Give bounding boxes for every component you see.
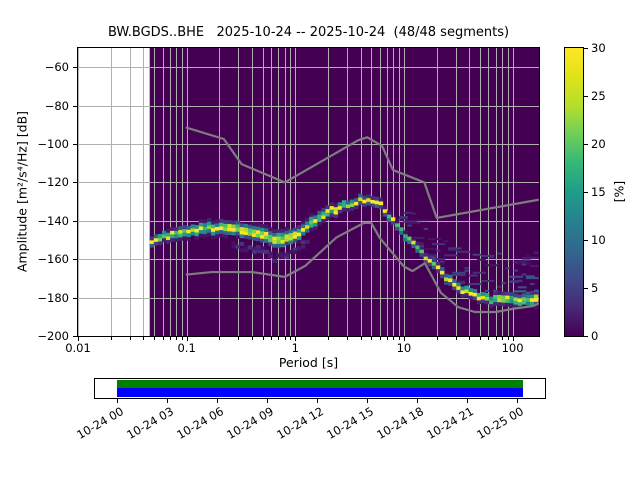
timeline-coverage-bar-green [117, 380, 523, 388]
timeline-coverage-bar-blue [117, 388, 523, 397]
colorbar-tick-label: 25 [591, 89, 606, 103]
x-minor-tick [393, 337, 395, 340]
colorbar-tick-label: 15 [591, 185, 606, 199]
x-minor-tick [129, 337, 131, 340]
colorbar-tick [584, 144, 588, 145]
colorbar-tick-label: 5 [591, 281, 599, 295]
timeline-tick [467, 399, 468, 403]
timeline-tick [167, 399, 168, 403]
y-major-tick [73, 259, 78, 261]
timeline-tick [267, 399, 268, 403]
x-minor-tick [455, 337, 457, 340]
timeline-tick [117, 399, 118, 403]
x-minor-tick [162, 337, 164, 340]
colorbar-tick [584, 336, 588, 337]
x-minor-tick [387, 337, 389, 340]
timeline-tick [417, 399, 418, 403]
x-tick-label: 0.01 [65, 341, 91, 355]
x-major-tick [512, 337, 514, 341]
x-minor-tick [271, 337, 273, 340]
x-minor-tick [278, 337, 280, 340]
x-minor-tick [238, 337, 240, 340]
x-tick-label: 0.1 [177, 341, 196, 355]
x-major-tick [186, 337, 188, 341]
y-major-tick [73, 336, 78, 337]
x-tick-label: 10 [396, 341, 412, 355]
colorbar-tick-label: 10 [591, 233, 606, 247]
x-major-tick [295, 337, 297, 341]
colorbar-tick-label: 0 [591, 329, 599, 343]
x-minor-tick [360, 337, 362, 340]
y-tick-label: −140 [37, 213, 69, 228]
y-tick-label: −80 [44, 98, 69, 113]
y-tick-label: −180 [37, 290, 69, 305]
y-tick-label: −60 [44, 60, 69, 75]
colorbar-tick-label: 30 [591, 41, 606, 55]
x-minor-tick [252, 337, 254, 340]
y-tick-label: −100 [37, 137, 69, 151]
x-minor-tick [502, 337, 504, 340]
colorbar-tick [584, 192, 588, 193]
y-major-tick [73, 105, 78, 107]
x-minor-tick [219, 337, 221, 340]
x-minor-tick [436, 337, 438, 340]
x-minor-tick [169, 337, 171, 340]
colorbar-tick [584, 96, 588, 97]
x-minor-tick [176, 337, 178, 340]
x-tick-label: 100 [501, 341, 524, 355]
x-major-tick [403, 337, 405, 341]
x-minor-tick [290, 337, 292, 340]
x-minor-tick [379, 337, 381, 340]
x-minor-tick [262, 337, 264, 340]
x-minor-tick [371, 337, 373, 340]
x-minor-tick [479, 337, 481, 340]
main-axes [77, 47, 540, 337]
x-minor-tick [488, 337, 490, 340]
x-minor-tick [110, 337, 112, 340]
colorbar [564, 47, 584, 337]
y-major-tick [73, 67, 78, 69]
timeline-tick [217, 399, 218, 403]
y-tick-label: −160 [37, 252, 69, 267]
x-minor-tick [347, 337, 349, 340]
x-minor-tick [495, 337, 497, 340]
colorbar-tick [584, 48, 588, 49]
x-minor-tick [284, 337, 286, 340]
y-major-tick [73, 220, 78, 222]
colorbar-tick-label: 20 [591, 137, 606, 151]
x-minor-tick [181, 337, 183, 340]
x-axis-label: Period [s] [278, 355, 339, 370]
x-tick-label: 1 [291, 341, 299, 355]
x-minor-tick [507, 337, 509, 340]
timeline-tick [517, 399, 518, 403]
y-major-tick [73, 182, 78, 184]
x-minor-tick [328, 337, 329, 340]
ppsd-heatmap-canvas [78, 48, 539, 336]
y-tick-label: −120 [37, 175, 69, 190]
y-major-tick [73, 297, 78, 299]
y-tick-label: −200 [37, 329, 69, 343]
x-minor-tick [143, 337, 145, 340]
timeline-tick [317, 399, 318, 403]
timeline-tick [367, 399, 368, 403]
timeline-tick-label: 10-24 00 [74, 404, 126, 442]
x-minor-tick [469, 337, 471, 340]
colorbar-tick [584, 288, 588, 289]
x-minor-tick [398, 337, 400, 340]
x-major-tick [78, 337, 79, 341]
plot-title: BW.BGDS..BHE 2025-10-24 -- 2025-10-24 (4… [107, 25, 510, 40]
y-major-tick [73, 144, 78, 145]
colorbar-tick [584, 240, 588, 241]
x-minor-tick [153, 337, 155, 340]
colorbar-gradient [565, 48, 583, 336]
